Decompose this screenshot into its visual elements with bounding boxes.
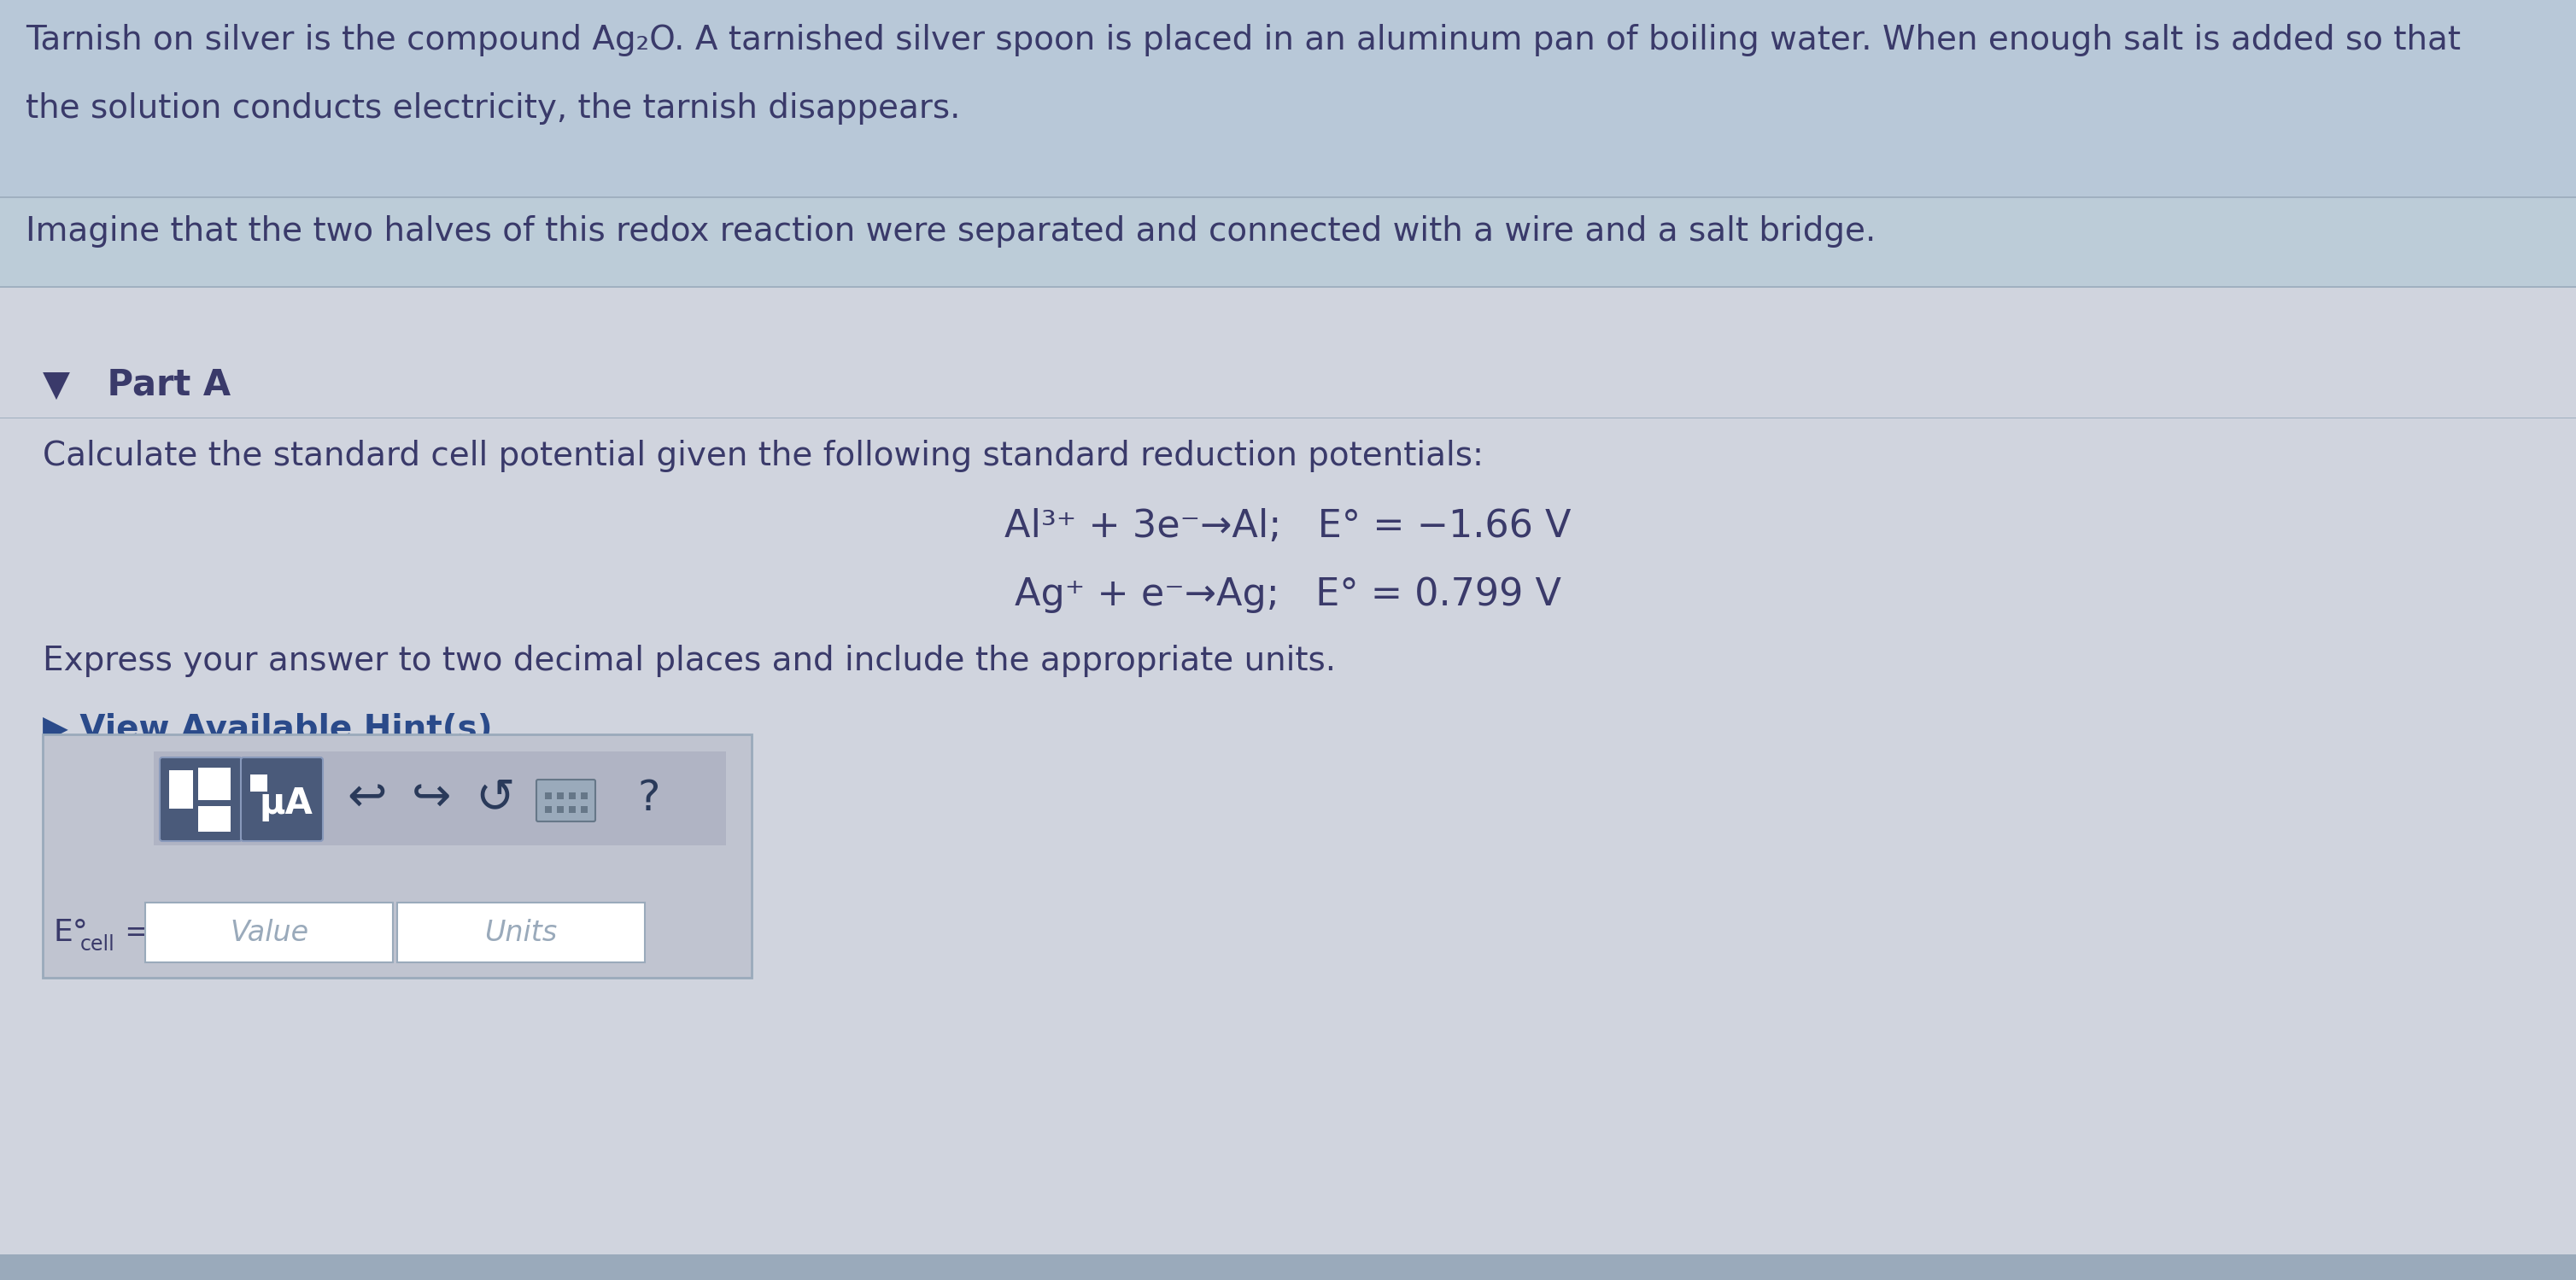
Text: ?: ? [639,778,659,819]
Bar [170,771,193,809]
Text: the solution conducts electricity, the tarnish disappears.: the solution conducts electricity, the t… [26,92,961,124]
Text: ↺: ↺ [477,776,515,822]
Text: Al³⁺ + 3e⁻→Al;   E° = −1.66 V: Al³⁺ + 3e⁻→Al; E° = −1.66 V [1005,508,1571,545]
Bar [250,774,268,791]
Bar [0,196,2576,285]
Bar [546,806,551,813]
Text: ▶ View Available Hint(s): ▶ View Available Hint(s) [44,713,492,745]
Text: =: = [124,918,149,947]
Text: Tarnish on silver is the compound Ag₂O. A tarnished silver spoon is placed in an: Tarnish on silver is the compound Ag₂O. … [26,24,2460,56]
Bar [556,792,564,799]
Text: Calculate the standard cell potential given the following standard reduction pot: Calculate the standard cell potential gi… [44,440,1484,472]
Bar [556,806,564,813]
Text: Ag⁺ + e⁻→Ag;   E° = 0.799 V: Ag⁺ + e⁻→Ag; E° = 0.799 V [1015,576,1561,613]
FancyBboxPatch shape [160,758,242,841]
Bar [155,751,726,845]
Text: Express your answer to two decimal places and include the appropriate units.: Express your answer to two decimal place… [44,645,1337,677]
FancyBboxPatch shape [242,758,322,841]
Bar [580,792,587,799]
Text: ↩: ↩ [348,776,386,822]
Bar [569,792,574,799]
Text: E°: E° [54,918,88,947]
Bar [569,806,574,813]
Text: ↪: ↪ [412,776,451,822]
Bar [0,417,2576,419]
Bar [198,768,232,800]
Bar [580,806,587,813]
Bar [0,1254,2576,1280]
Bar [0,285,2576,288]
Bar [44,735,752,978]
Bar [0,0,2576,196]
Bar [546,792,551,799]
Text: μA: μA [260,786,312,822]
FancyBboxPatch shape [536,780,595,822]
Text: Imagine that the two halves of this redox reaction were separated and connected : Imagine that the two halves of this redo… [26,215,1875,247]
Bar [198,806,232,832]
Bar [144,902,394,963]
Text: cell: cell [80,934,116,955]
Bar [397,902,644,963]
Bar [0,196,2576,198]
Text: Units: Units [484,918,556,946]
Text: Value: Value [229,918,309,946]
Text: ▼   Part A: ▼ Part A [44,367,232,403]
